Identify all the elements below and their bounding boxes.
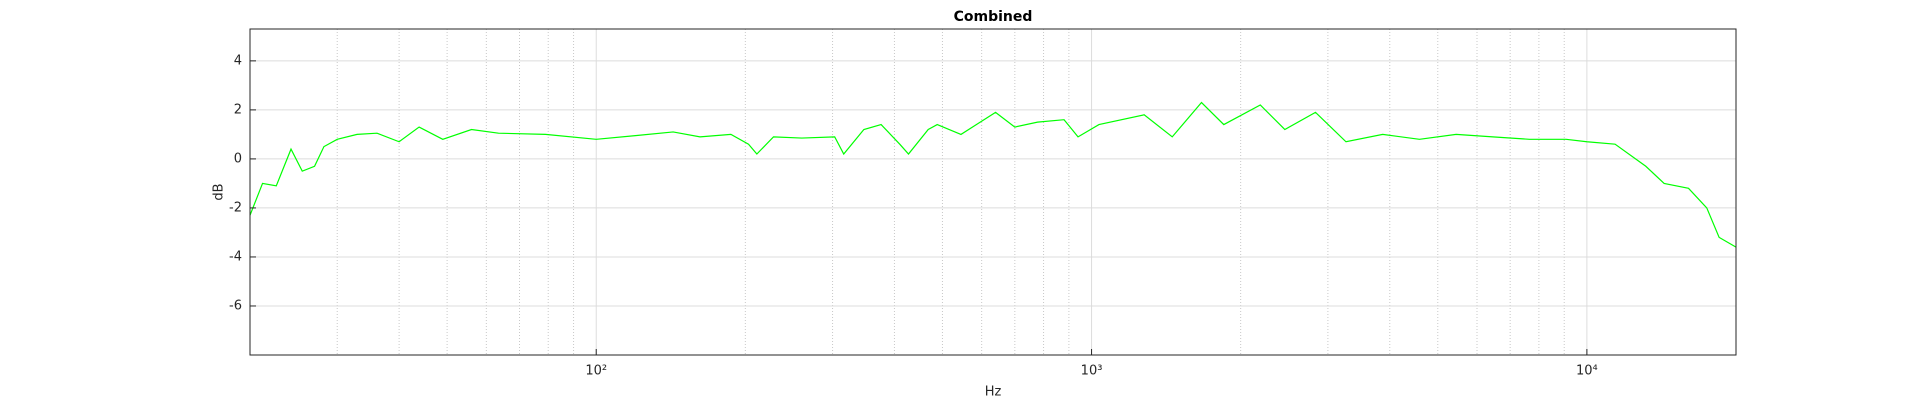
- y-axis-label: dB: [212, 183, 227, 200]
- x-tick-label: 10³: [1081, 364, 1103, 379]
- y-tick-label: 4: [234, 53, 242, 68]
- y-tick-label: 2: [234, 102, 242, 117]
- data-line: [249, 101, 1737, 248]
- x-axis-label: Hz: [985, 385, 1002, 400]
- y-tick-label: -2: [229, 200, 242, 215]
- grid: [250, 29, 1736, 355]
- y-tick-label: 0: [234, 151, 242, 166]
- axes-box: [249, 28, 1737, 356]
- marks: [249, 101, 1737, 248]
- x-tick-label: 10²: [585, 364, 607, 379]
- y-tick-label: -4: [229, 249, 242, 264]
- x-tick-label: 10⁴: [1576, 364, 1598, 379]
- chart-title: Combined: [954, 9, 1033, 25]
- plot-area: [250, 29, 1736, 355]
- y-tick-label: -6: [229, 298, 242, 313]
